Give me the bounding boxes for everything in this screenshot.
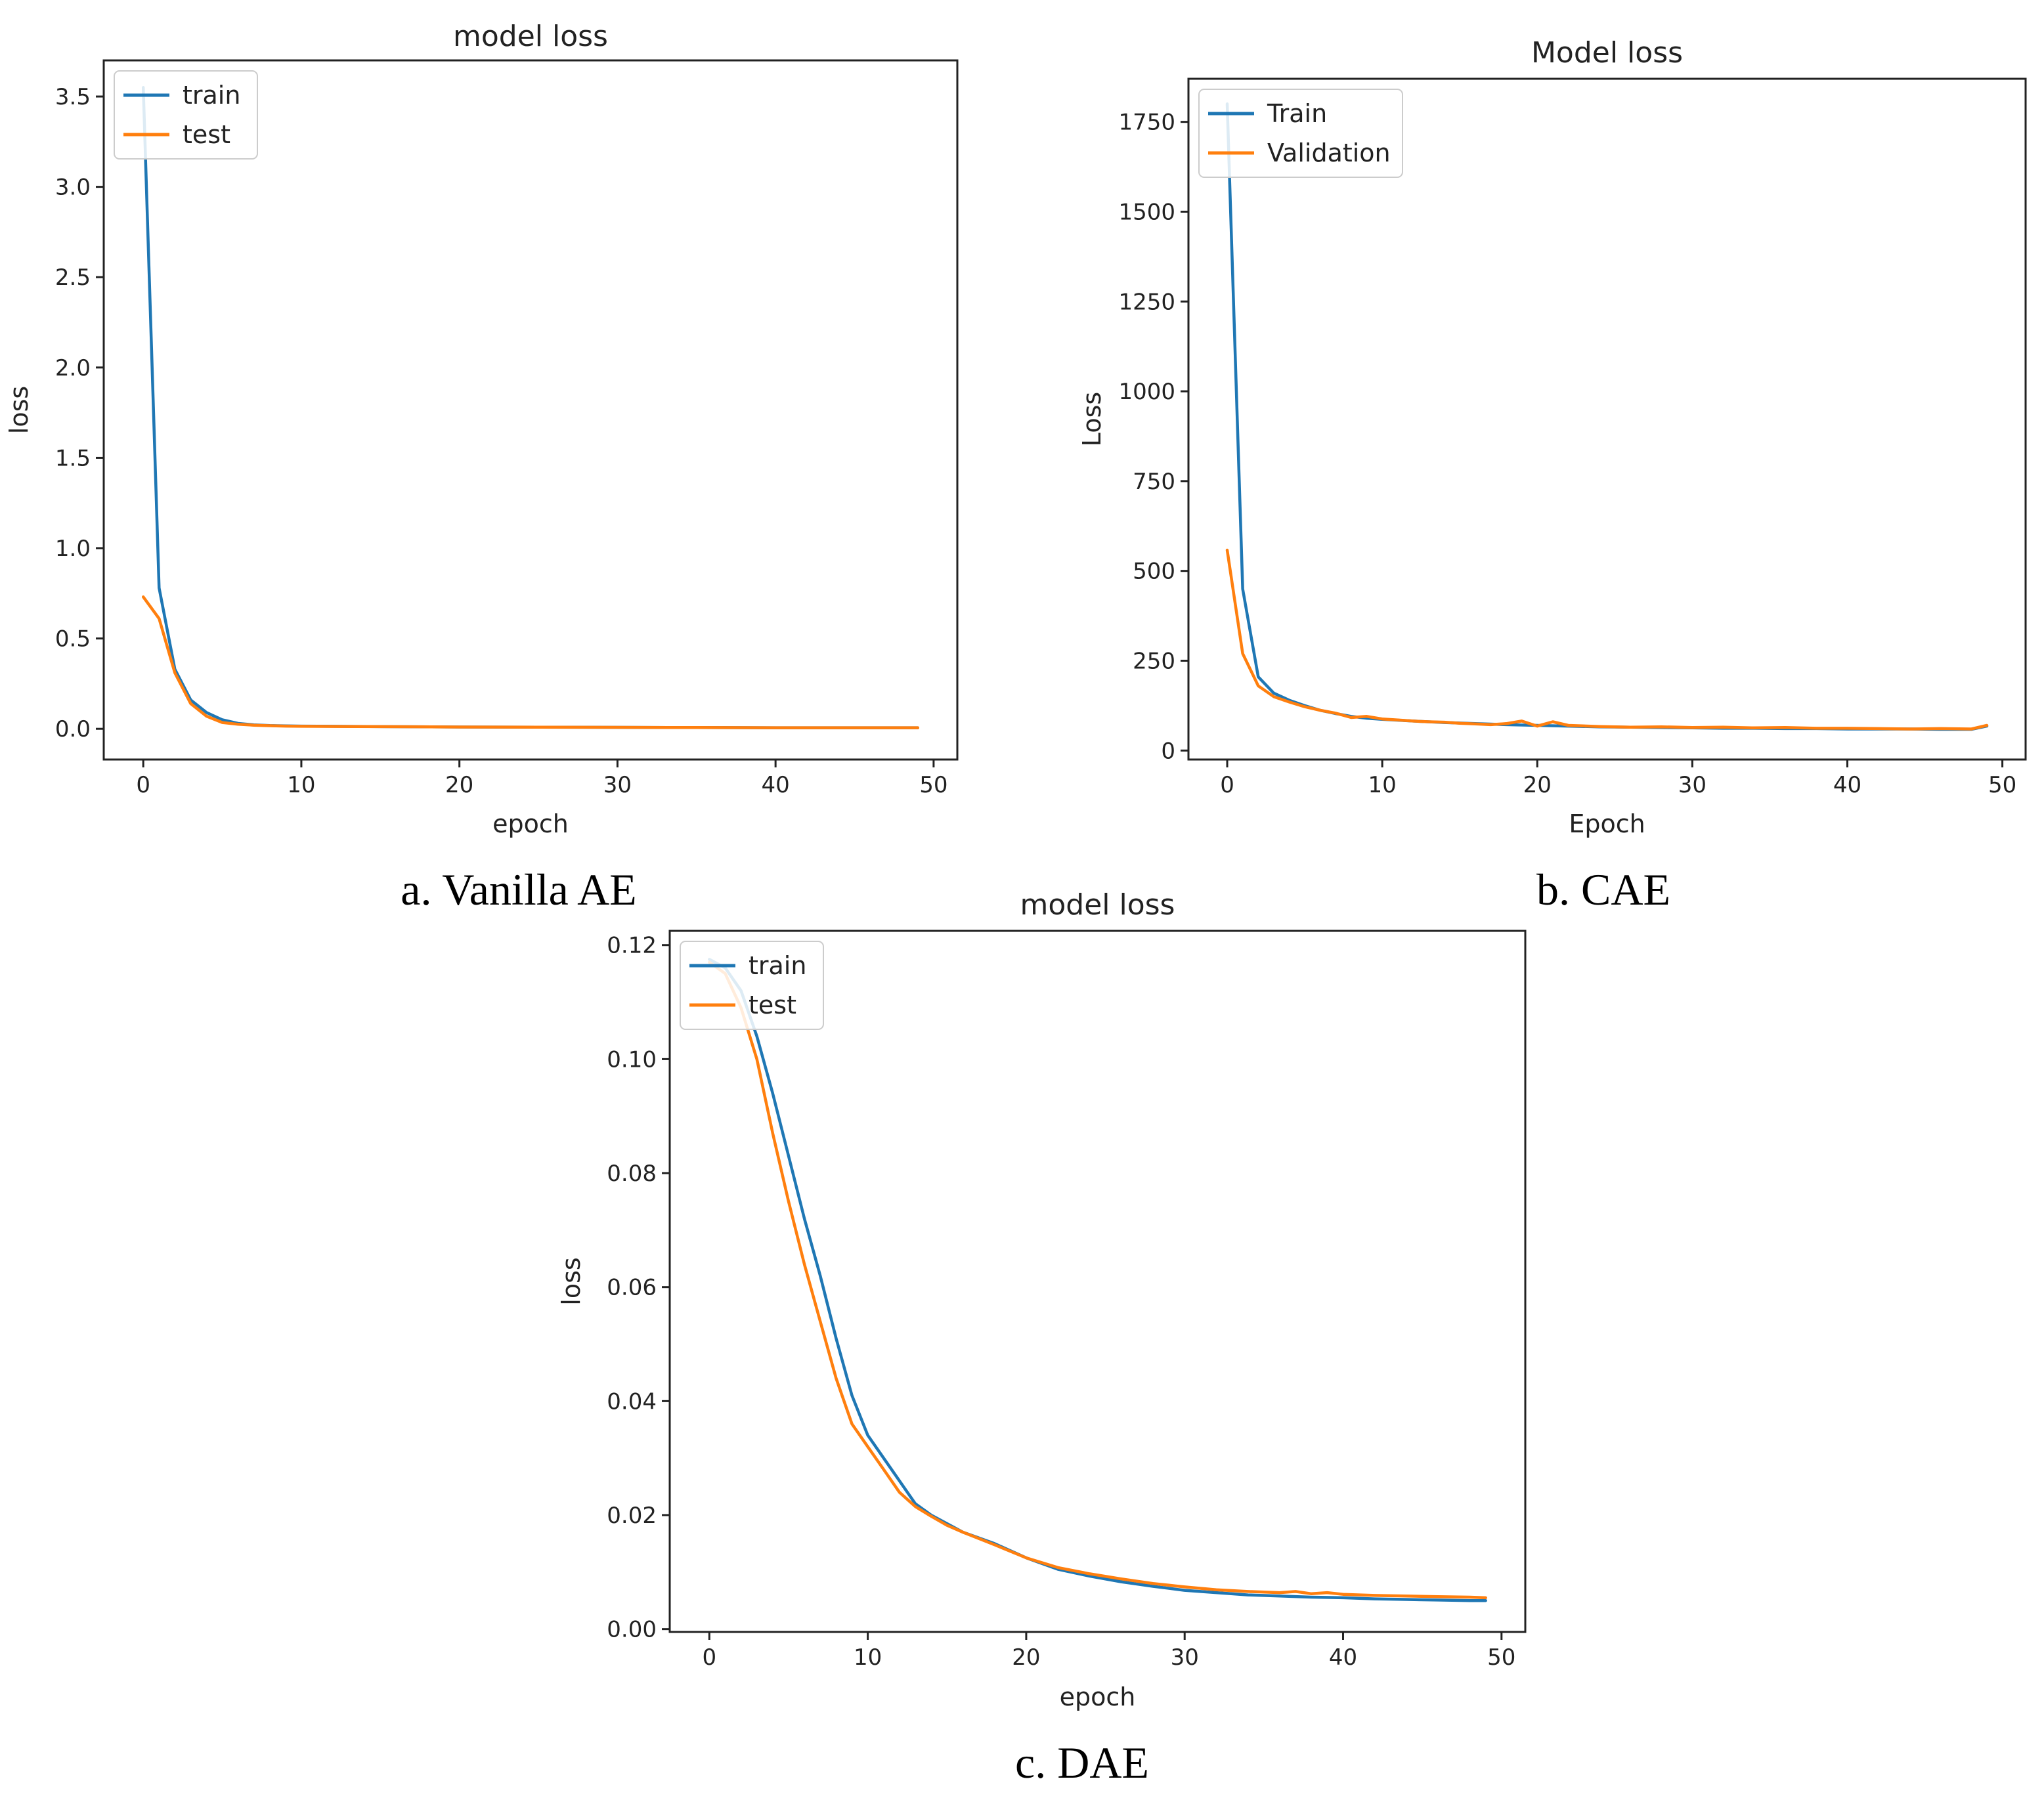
legend-label-test: test [749, 991, 796, 1019]
y-tick-label: 0.06 [607, 1275, 657, 1301]
x-tick-label: 20 [1523, 772, 1552, 798]
series-line-train [1225, 102, 1989, 731]
figure-caption: a. Vanilla AE [401, 865, 636, 914]
legend-label-train: Train [1267, 99, 1327, 128]
legend-label-train: train [183, 81, 240, 110]
x-axis-label: Epoch [1569, 809, 1645, 838]
series-line-test [708, 960, 1487, 1600]
legend: train test [680, 941, 824, 1030]
x-tick-label: 0 [703, 1644, 717, 1671]
chart-title: Model loss [1531, 36, 1683, 70]
x-tick-label: 50 [1988, 772, 2016, 798]
x-tick-label: 20 [1012, 1644, 1040, 1671]
x-tick-label: 50 [1487, 1644, 1515, 1671]
x-tick-label: 30 [1678, 772, 1707, 798]
series-line-test [141, 595, 920, 729]
y-tick-label: 500 [1133, 559, 1175, 585]
y-tick-label: 250 [1133, 649, 1175, 675]
plot-frame [1187, 77, 2027, 761]
figure-caption: c. DAE [1015, 1738, 1149, 1788]
plot-frame [668, 930, 1527, 1633]
y-tick-label: 3.5 [55, 84, 91, 110]
y-tick-label: 1500 [1118, 199, 1175, 225]
y-tick-label: 0.02 [607, 1503, 657, 1529]
x-tick-label: 20 [445, 772, 473, 798]
y-axis-label: loss [5, 386, 33, 434]
x-axis-label: epoch [1060, 1682, 1136, 1711]
legend: train test [114, 70, 258, 160]
y-tick-label: 3.0 [55, 175, 91, 201]
y-tick-label: 1250 [1118, 289, 1175, 315]
x-tick-label: 30 [603, 772, 632, 798]
y-tick-label: 2.0 [55, 355, 91, 381]
legend-box [114, 70, 258, 160]
x-tick-label: 40 [1833, 772, 1861, 798]
y-tick-label: 0 [1161, 738, 1175, 764]
y-tick-label: 750 [1133, 469, 1175, 495]
y-tick-label: 0.0 [55, 716, 91, 742]
x-tick-label: 0 [136, 772, 150, 798]
y-tick-label: 1000 [1118, 379, 1175, 405]
legend-label-validation: Validation [1267, 139, 1391, 167]
x-tick-label: 10 [287, 772, 315, 798]
legend-box [1198, 89, 1403, 178]
y-tick-label: 0.5 [55, 626, 91, 653]
figure-caption: b. CAE [1536, 865, 1670, 914]
x-tick-label: 10 [1368, 772, 1397, 798]
legend-label-test: test [183, 120, 230, 149]
y-tick-label: 0.08 [607, 1161, 657, 1187]
legend-label-train: train [749, 951, 806, 980]
chart-vanilla: model loss 0 10 20 30 40 50 0.0 0.5 1.0 1.5 2.0 2.5 3… [5, 20, 959, 914]
x-axis-label: epoch [492, 809, 569, 838]
y-axis-label: loss [557, 1257, 586, 1305]
x-tick-label: 10 [854, 1644, 882, 1671]
chart-title: model loss [453, 20, 608, 53]
y-axis-label: Loss [1077, 392, 1106, 446]
series-line-train [708, 958, 1487, 1602]
legend-box [680, 941, 824, 1030]
series-line-train [141, 86, 920, 729]
series-line-validation [1225, 548, 1989, 731]
legend: Train Validation [1198, 89, 1403, 178]
plot-frame [102, 59, 959, 761]
x-tick-label: 50 [919, 772, 947, 798]
y-tick-label: 0.10 [607, 1046, 657, 1073]
y-tick-label: 0.12 [607, 933, 657, 959]
y-tick-label: 0.00 [607, 1617, 657, 1643]
y-tick-label: 0.04 [607, 1388, 657, 1415]
x-tick-label: 30 [1171, 1644, 1199, 1671]
chart-dae: model loss 0 10 20 30 40 50 0.00 0.02 0.04 0.06 0.0… [557, 888, 1527, 1788]
x-tick-label: 40 [1329, 1644, 1357, 1671]
y-tick-label: 1.0 [55, 536, 91, 562]
y-tick-label: 1750 [1118, 110, 1175, 136]
x-tick-label: 0 [1220, 772, 1234, 798]
chart-title: model loss [1020, 888, 1175, 922]
x-tick-label: 40 [762, 772, 790, 798]
y-tick-label: 1.5 [55, 445, 91, 471]
y-tick-label: 2.5 [55, 265, 91, 291]
